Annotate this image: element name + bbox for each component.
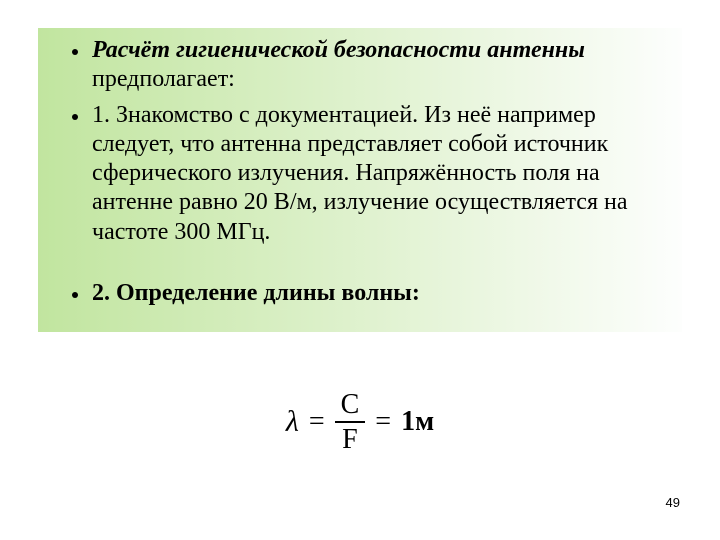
symbol-equals: =	[375, 408, 391, 436]
result-unit: м	[415, 406, 434, 437]
content-textbox: Расчёт гигиенической безопасности антенн…	[38, 28, 682, 332]
symbol-equals: =	[309, 408, 325, 436]
list-item	[90, 253, 664, 273]
bullet-lead: Расчёт гигиенической безопасности антенн…	[92, 37, 585, 63]
formula-block: λ = C F = 1м	[0, 390, 720, 455]
list-item: 2. Определение длины волны:	[90, 279, 664, 308]
symbol-lambda: λ	[286, 407, 299, 437]
result-value: 1	[401, 406, 415, 437]
slide: Расчёт гигиенической безопасности антенн…	[0, 0, 720, 540]
wavelength-formula: λ = C F = 1м	[286, 390, 434, 455]
fraction-bar	[335, 421, 366, 423]
fraction: C F	[335, 390, 366, 455]
bullet-list: Расчёт гигиенической безопасности антенн…	[56, 36, 664, 308]
bullet-text: 2. Определение длины волны:	[92, 280, 420, 306]
fraction-numerator: C	[335, 390, 366, 419]
formula-result: 1м	[401, 408, 434, 436]
list-item: Расчёт гигиенической безопасности антенн…	[90, 36, 664, 95]
list-item: 1. Знакомство с документацией. Из неё на…	[90, 101, 664, 247]
bullet-rest: предполагает:	[92, 66, 235, 92]
page-number: 49	[666, 495, 680, 510]
bullet-text: 1. Знакомство с документацией. Из неё на…	[92, 102, 628, 245]
fraction-denominator: F	[336, 425, 364, 454]
